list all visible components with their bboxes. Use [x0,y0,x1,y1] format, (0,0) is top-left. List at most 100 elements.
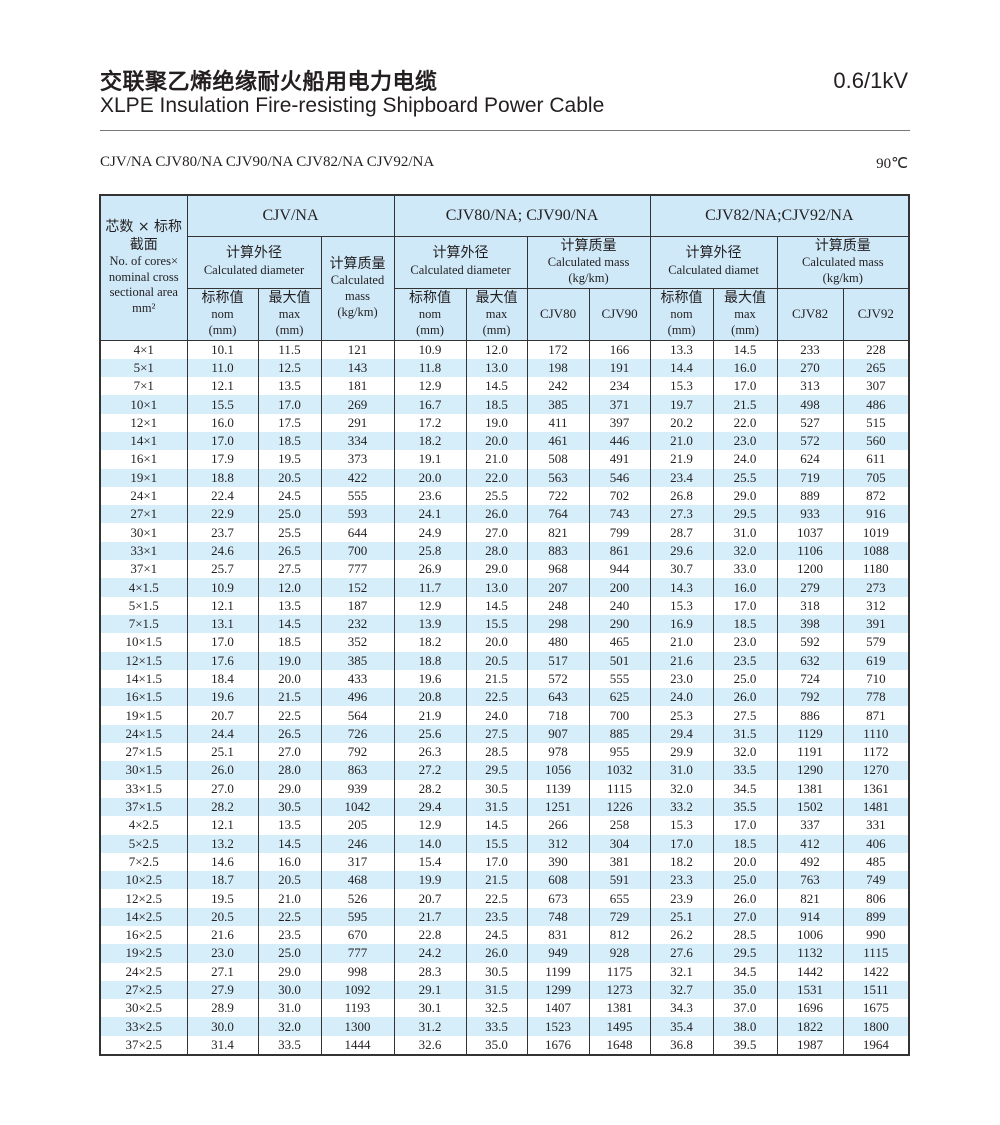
table-cell: 1523 [526,1017,590,1036]
table-cell: 1481 [842,797,910,817]
table-cell: 4×2.5 [99,816,188,835]
table-row: 5×1 11.0 12.5 143 11.8 13.0 198 191 14.4 16.0 270 2… [99,358,910,378]
table-cell: 792 [320,743,395,762]
table-cell: 12.1 [186,377,259,396]
table-cell: 33×1.5 [99,779,188,798]
table-row: 14×1 17.0 18.5 334 18.2 20.0 461 446 21.0 23.0 572… [99,431,910,451]
table-cell: 1495 [588,1017,651,1036]
table-cell: 831 [526,926,590,945]
table-cell: 27.0 [257,743,322,762]
label: (kg/km) [337,304,378,319]
table-cell: 265 [842,358,910,378]
table-cell: 572 [776,431,844,451]
nom-header: 标称值 nom (mm) [186,287,259,341]
table-cell: 12.9 [393,377,467,396]
table-cell: 1226 [588,797,651,817]
table-cell: 39.5 [712,1035,778,1056]
table-cell: 812 [588,926,651,945]
table-cell: 10×1 [99,395,188,414]
table-cell: 492 [776,852,844,872]
table-cell: 18.7 [186,871,259,890]
table-row: 24×1 22.4 24.5 555 23.6 25.5 722 702 26.8 29.0 889… [99,486,910,506]
table-cell: 16.0 [186,413,259,432]
table-cell: 13.1 [186,614,259,634]
table-cell: 32.0 [257,1017,322,1036]
table-cell: 12.1 [186,816,259,835]
table-cell: 719 [776,468,844,487]
table-cell: 508 [526,450,590,469]
table-cell: 25.3 [649,706,714,725]
label: nom [211,307,234,322]
label: mass [345,288,370,303]
table-row: 27×2.5 27.9 30.0 1092 29.1 31.5 1299 1273 32.7 35… [99,980,910,1000]
table-cell: 23.5 [465,907,528,926]
max-header: 最大值 max (mm) [465,287,528,341]
table-cell: 397 [588,413,651,432]
table-row: 12×2.5 19.5 21.0 526 20.7 22.5 673 655 23.9 26.0 8… [99,889,910,908]
divider [100,130,910,131]
table-cell: 35.5 [712,797,778,817]
table-cell: 25.1 [649,907,714,926]
table-cell: 290 [588,614,651,634]
calc-diameter-header: 计算外径 Calculated diameter [393,235,528,289]
table-cell: 279 [776,578,844,597]
calc-diameter-header: 计算外径 Calculated diameter [186,235,322,289]
table-cell: 26.0 [465,505,528,524]
table-cell: 31.4 [186,1035,259,1056]
table-cell: 25.6 [393,724,467,744]
table-cell: 28.0 [465,541,528,561]
table-cell: 11.5 [257,340,322,359]
table-cell: 748 [526,907,590,926]
table-cell: 258 [588,816,651,835]
group-header: CJV82/NA;CJV92/NA [649,194,910,237]
table-cell: 334 [320,431,395,451]
table-cell: 23.0 [712,431,778,451]
table-cell: 17.0 [186,431,259,451]
group-header: CJV/NA [186,194,395,237]
table-cell: 1115 [842,944,910,963]
table-cell: 14.0 [393,834,467,853]
table-cell: 644 [320,523,395,542]
table-cell: 1531 [776,980,844,1000]
table-cell: 17.0 [465,852,528,872]
table-cell: 15.3 [649,596,714,615]
table-cell: 233 [776,340,844,359]
table-cell: 21.7 [393,907,467,926]
table-cell: 23.9 [649,889,714,908]
table-cell: 391 [842,614,910,634]
table-cell: 21.9 [393,706,467,725]
table-cell: 20.5 [186,907,259,926]
table-cell: 12×1 [99,413,188,432]
table-cell: 1511 [842,980,910,1000]
table-cell: 29.0 [465,560,528,579]
table-cell: 1132 [776,944,844,963]
table-cell: 13.3 [649,340,714,359]
table-cell: 1422 [842,962,910,981]
table-row: 37×1.5 28.2 30.5 1042 29.4 31.5 1251 1226 33.2 35… [99,797,910,817]
table-cell: 23.6 [393,486,467,506]
table-cell: 32.0 [712,541,778,561]
table-cell: 385 [526,395,590,414]
table-cell: 313 [776,377,844,396]
table-cell: 990 [842,926,910,945]
table-cell: 26.0 [712,889,778,908]
table-cell: 25.0 [257,944,322,963]
table-cell: 1675 [842,999,910,1018]
table-cell: 1381 [588,999,651,1018]
table-cell: 1964 [842,1035,910,1056]
table-cell: 1676 [526,1035,590,1056]
table-cell: 11.7 [393,578,467,597]
table-cell: 14.4 [649,358,714,378]
table-cell: 27.2 [393,761,467,780]
table-row: 33×1.5 27.0 29.0 939 28.2 30.5 1139 1115 32.0 34.… [99,779,910,798]
table-cell: 331 [842,816,910,835]
table-cell: 7×2.5 [99,852,188,872]
table-row: 16×2.5 21.6 23.5 670 22.8 24.5 831 812 26.2 28.5 1… [99,926,910,945]
label: (kg/km) [822,270,863,285]
table-cell: 24×2.5 [99,962,188,981]
table-cell: 28.5 [712,926,778,945]
table-cell: 821 [776,889,844,908]
table-cell: 705 [842,468,910,487]
table-cell: 20.5 [465,651,528,670]
table-cell: 643 [526,688,590,707]
